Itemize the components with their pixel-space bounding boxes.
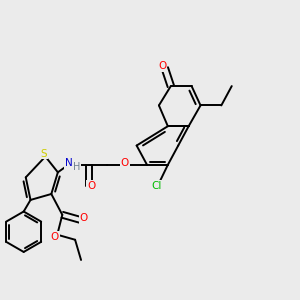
- Text: O: O: [158, 61, 166, 71]
- Text: H: H: [73, 162, 80, 172]
- Text: O: O: [51, 232, 59, 242]
- Text: Cl: Cl: [152, 181, 162, 191]
- Text: N: N: [65, 158, 73, 168]
- Text: S: S: [40, 148, 47, 159]
- Text: O: O: [121, 158, 129, 168]
- Text: O: O: [80, 213, 88, 224]
- Text: O: O: [87, 181, 96, 191]
